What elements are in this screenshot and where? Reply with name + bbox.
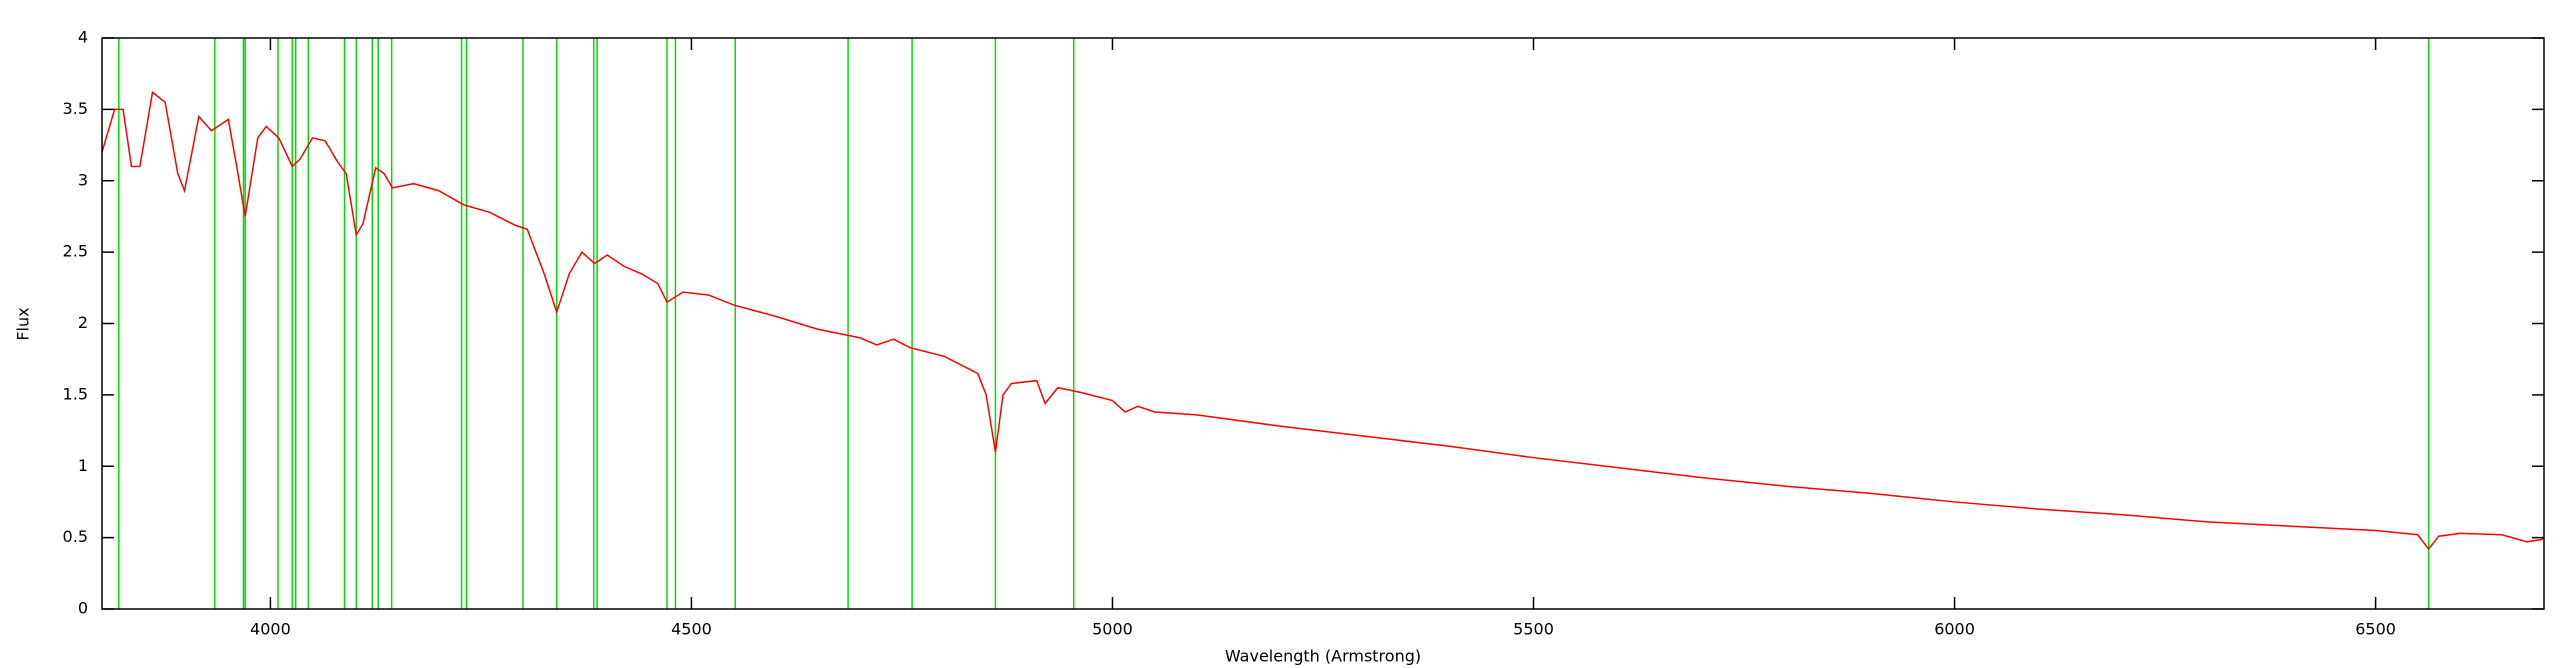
x-tick-label: 5000: [1092, 620, 1133, 639]
spectrum-line: [101, 90, 2545, 551]
x-tick-label: 5500: [1513, 620, 1554, 639]
y-axis-label: Flux: [14, 307, 33, 340]
x-axis-label: Wavelength (Armstrong): [1225, 647, 1421, 666]
y-tick-label: 0.5: [63, 527, 88, 546]
y-tick-label: 1: [78, 456, 88, 475]
plot-frame: [101, 37, 2545, 610]
y-tick-label: 3.5: [63, 99, 88, 118]
x-tick-label: 4500: [671, 620, 712, 639]
x-tick-label: 6500: [2355, 620, 2396, 639]
y-tick-label: 1.5: [63, 384, 88, 403]
x-tick-label: 4000: [250, 620, 291, 639]
y-tick-label: 0: [78, 599, 88, 618]
y-tick-label: 2: [78, 313, 88, 332]
y-tick-label: 3: [78, 170, 88, 189]
y-tick-label: 2.5: [63, 242, 88, 261]
x-tick-label: 6000: [1934, 620, 1975, 639]
y-tick-label: 4: [78, 28, 88, 47]
